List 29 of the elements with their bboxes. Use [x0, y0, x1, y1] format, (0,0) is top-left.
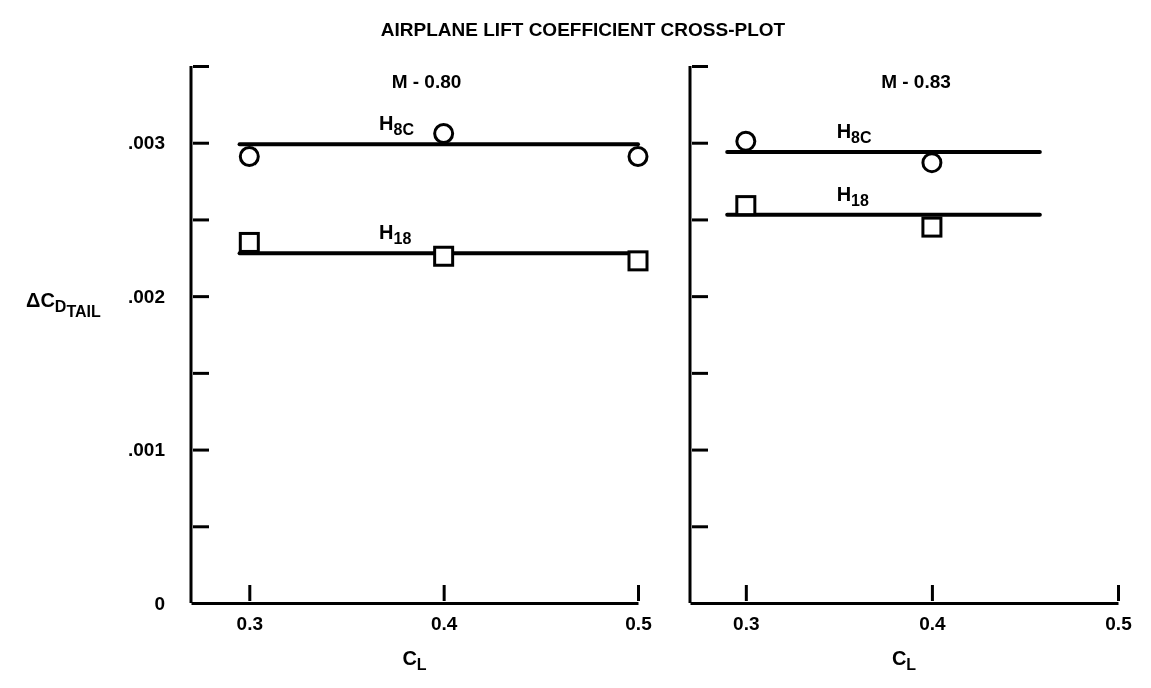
y-tick-label: .001 — [128, 439, 166, 461]
point — [433, 245, 455, 267]
y-tick-label: .002 — [128, 285, 165, 307]
chart-subtitle: M - 0.83 — [881, 71, 951, 92]
x-axis-title: C$_{L}$ — [402, 647, 427, 673]
x-tick-label: 0.3 — [236, 613, 264, 635]
point — [921, 216, 943, 238]
point — [627, 146, 649, 168]
chart-title: AIRPLANE LIFT COEFFICIENT CROSS-PLOT — [380, 19, 786, 40]
x-tick-label: 0.3 — [733, 613, 760, 635]
chart-subtitle: M - 0.80 — [391, 71, 462, 92]
x-tick-label: 0.5 — [1105, 613, 1133, 635]
x-axis-title: C$_{L}$ — [891, 647, 917, 673]
point — [627, 250, 649, 272]
x-tick-label: 0.5 — [625, 613, 653, 635]
point — [735, 130, 757, 152]
series-label: H$_{8C}$ — [836, 119, 872, 146]
x-tick-label: 0.4 — [430, 613, 458, 635]
y-tick-label: 0 — [154, 592, 165, 614]
point — [433, 123, 455, 145]
series-label: H$_{18}$ — [379, 221, 412, 247]
x-tick-label: 0.4 — [919, 613, 947, 635]
series-label: H$_{8C}$ — [379, 112, 415, 139]
point — [735, 195, 757, 217]
y-tick-label: .003 — [128, 132, 165, 154]
point — [238, 146, 260, 168]
point — [921, 152, 943, 174]
point — [238, 231, 260, 253]
series-label: H$_{18}$ — [836, 182, 869, 209]
